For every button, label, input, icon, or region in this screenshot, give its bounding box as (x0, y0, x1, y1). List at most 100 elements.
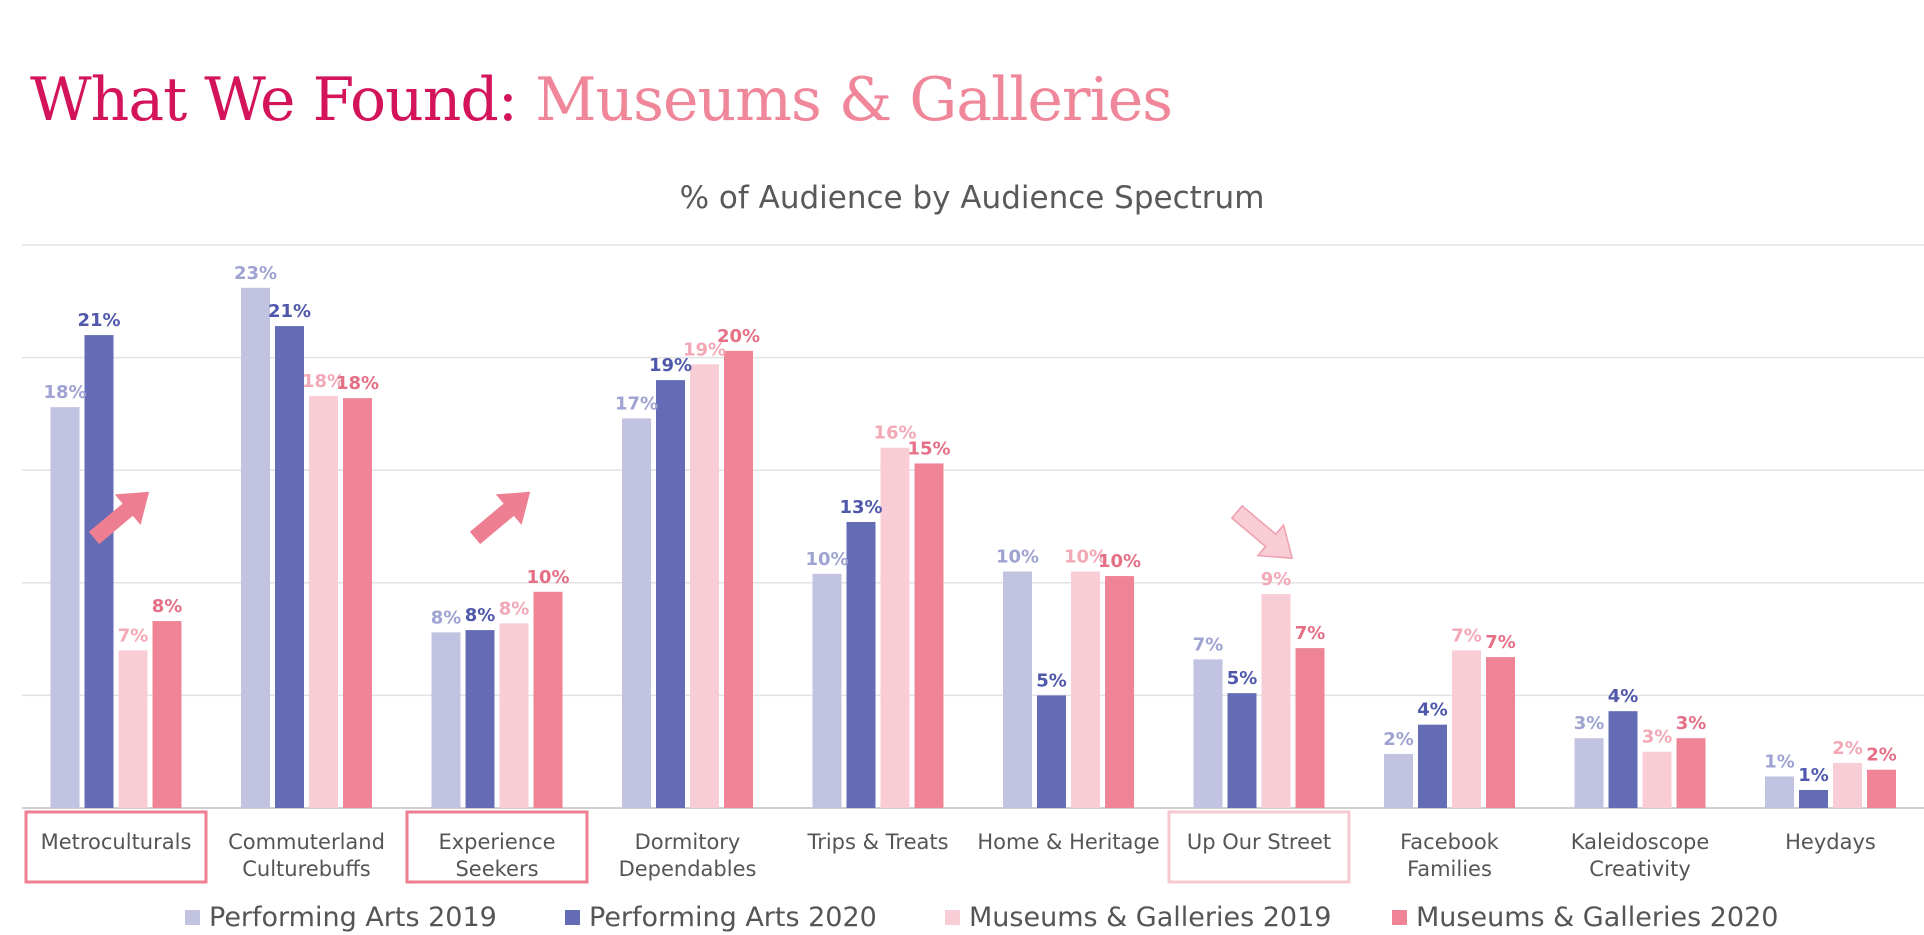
data-label: 23% (234, 263, 277, 284)
data-label: 7% (1485, 632, 1516, 653)
bar-kaleidoscope-creativity-performing-arts-2019 (1574, 738, 1604, 808)
legend: Performing Arts 2019 Performing Arts 2020… (185, 902, 1778, 933)
data-label: 20% (717, 326, 760, 347)
data-label: 1% (1798, 765, 1829, 786)
bar-metroculturals-museums-and-galleries-2019 (118, 650, 148, 808)
bar-trips-and-treats-museums-and-galleries-2019 (880, 447, 910, 808)
data-label: 10% (526, 567, 569, 588)
data-label: 19% (649, 355, 692, 376)
bar-home-and-heritage-performing-arts-2020 (1037, 695, 1066, 808)
tick-label-up-our-street: Up Our Street (1187, 830, 1331, 854)
highlight-box-experience-seekers (405, 810, 589, 884)
bar-metroculturals-performing-arts-2019 (50, 407, 80, 808)
bar-commuterland-culturebuffs-museums-and-galleries-2019 (309, 395, 338, 808)
data-label: 21% (77, 310, 120, 331)
bar-heydays-performing-arts-2020 (1799, 789, 1828, 808)
data-label: 5% (1036, 670, 1067, 691)
data-label: 8% (152, 596, 183, 617)
bar-up-our-street-performing-arts-2020 (1227, 693, 1257, 808)
legend-swatch (1392, 910, 1407, 925)
legend-swatch (945, 910, 960, 925)
bar-dormitory-dependables-museums-and-galleries-2020 (724, 350, 753, 808)
bar-trips-and-treats-museums-and-galleries-2020 (914, 463, 944, 808)
bar-commuterland-culturebuffs-performing-arts-2019 (241, 287, 270, 809)
legend-entry-performing-arts-2019: Performing Arts 2019 (209, 902, 497, 933)
tick-label-facebook-families: Facebook Families (1400, 830, 1500, 881)
data-label: 1% (1764, 751, 1795, 772)
data-label: 7% (1295, 623, 1326, 644)
bar-home-and-heritage-performing-arts-2019 (1003, 571, 1032, 808)
data-label: 5% (1227, 668, 1258, 689)
legend-entry-performing-arts-2020: Performing Arts 2020 (589, 902, 877, 933)
bar-facebook-families-performing-arts-2019 (1384, 753, 1413, 808)
bar-up-our-street-museums-and-galleries-2019 (1261, 594, 1291, 808)
gridlines (22, 244, 1924, 809)
highlight-box-up-our-street (1167, 810, 1351, 884)
bars (50, 287, 1896, 809)
bar-heydays-museums-and-galleries-2019 (1833, 762, 1862, 808)
data-label: 10% (996, 547, 1039, 568)
tick-label-metroculturals: Metroculturals (41, 830, 192, 854)
data-label: 10% (805, 549, 848, 570)
bar-experience-seekers-museums-and-galleries-2020 (533, 591, 563, 808)
bar-commuterland-culturebuffs-performing-arts-2020 (275, 326, 304, 808)
data-label: 3% (1574, 713, 1605, 734)
slide-title-accent: Museums & Galleries (535, 65, 1173, 135)
bar-heydays-museums-and-galleries-2020 (1867, 769, 1896, 808)
tick-label-experience-seekers: Experience Seekers (438, 830, 555, 881)
data-label: 2% (1832, 738, 1863, 759)
bar-experience-seekers-performing-arts-2019 (431, 632, 461, 808)
tick-label-trips-and-treats: Trips & Treats (806, 830, 948, 854)
bar-experience-seekers-performing-arts-2020 (465, 630, 495, 808)
tick-label-kaleidoscope-creativity: Kaleidoscope Creativity (1571, 830, 1710, 881)
chart-title: % of Audience by Audience Spectrum (680, 180, 1265, 216)
data-labels: 18%21%7%8%23%21%18%18%8% 8% 8%10%17%19%19%… (43, 263, 1896, 786)
data-label: 21% (268, 301, 311, 322)
data-label: 18% (43, 382, 86, 403)
data-label: 4% (1417, 700, 1448, 721)
trend-arrow-up-icon (88, 491, 150, 545)
tick-label-commuterland-culturebuffs: Commuterland Culturebuffs (228, 830, 385, 881)
legend-entry-museums-and-galleries-2019: Museums & Galleries 2019 (969, 902, 1331, 933)
bar-dormitory-dependables-museums-and-galleries-2019 (690, 364, 719, 808)
bar-up-our-street-museums-and-galleries-2020 (1295, 648, 1325, 808)
bar-facebook-families-museums-and-galleries-2020 (1486, 657, 1515, 808)
data-label: 7% (118, 625, 149, 646)
tick-label-home-and-heritage: Home & Heritage (977, 830, 1159, 854)
data-label: 7% (1193, 634, 1224, 655)
x-axis: Metroculturals Commuterland Culturebuffs Ex… (41, 830, 1876, 881)
data-label: 16% (873, 423, 916, 444)
highlight-box-metroculturals (24, 810, 208, 884)
data-label: 7% (1451, 625, 1482, 646)
tick-label-heydays: Heydays (1785, 830, 1876, 854)
data-label: 10% (1098, 551, 1141, 572)
bar-metroculturals-museums-and-galleries-2020 (152, 621, 182, 808)
bar-home-and-heritage-museums-and-galleries-2019 (1071, 571, 1100, 808)
tick-label-dormitory-dependables: Dormitory Dependables (619, 830, 757, 881)
legend-entry-museums-and-galleries-2020: Museums & Galleries 2020 (1416, 902, 1778, 933)
data-label: 3% (1676, 713, 1707, 734)
data-label: 2% (1866, 745, 1897, 766)
data-label: 8% (465, 605, 496, 626)
data-label: 8% (499, 598, 530, 619)
bar-trips-and-treats-performing-arts-2020 (846, 521, 876, 808)
bar-home-and-heritage-museums-and-galleries-2020 (1105, 576, 1134, 808)
slide-title: What We Found: Museums & Galleries (30, 65, 1173, 135)
bar-kaleidoscope-creativity-museums-and-galleries-2019 (1642, 751, 1672, 808)
data-label: 2% (1383, 729, 1414, 750)
data-label: 18% (302, 371, 345, 392)
bar-facebook-families-museums-and-galleries-2019 (1452, 650, 1481, 808)
bar-up-our-street-performing-arts-2019 (1193, 659, 1223, 808)
bar-commuterland-culturebuffs-museums-and-galleries-2020 (343, 398, 372, 808)
legend-swatch (565, 910, 580, 925)
data-label: 9% (1261, 569, 1292, 590)
data-label: 10% (1064, 547, 1107, 568)
bar-metroculturals-performing-arts-2020 (84, 335, 114, 808)
bar-kaleidoscope-creativity-performing-arts-2020 (1608, 711, 1638, 808)
data-label: 19% (683, 339, 726, 360)
data-label: 18% (336, 373, 379, 394)
data-label: 3% (1642, 727, 1673, 748)
data-label: 4% (1608, 686, 1639, 707)
slide-title-main: What We Found: (30, 65, 536, 135)
data-label: 17% (615, 393, 658, 414)
